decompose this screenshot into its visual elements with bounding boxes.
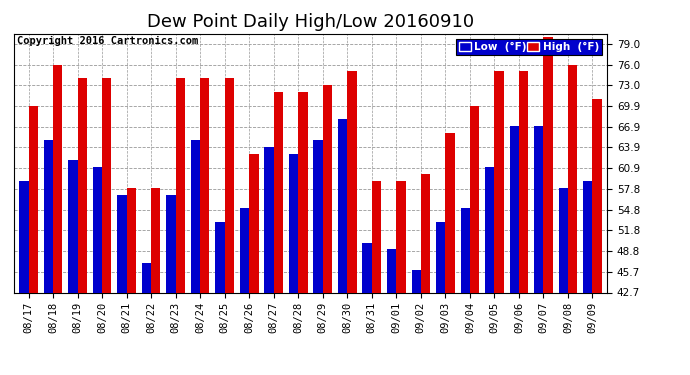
Bar bbox=[264, 147, 274, 375]
Bar bbox=[411, 270, 421, 375]
Bar bbox=[225, 78, 234, 375]
Bar bbox=[445, 133, 455, 375]
Bar bbox=[460, 208, 470, 375]
Bar bbox=[166, 195, 176, 375]
Bar bbox=[519, 71, 529, 375]
Bar bbox=[43, 140, 53, 375]
Legend: Low  (°F), High  (°F): Low (°F), High (°F) bbox=[455, 39, 602, 56]
Bar bbox=[568, 64, 578, 375]
Bar bbox=[544, 37, 553, 375]
Bar bbox=[485, 167, 495, 375]
Bar bbox=[126, 188, 136, 375]
Bar bbox=[387, 249, 396, 375]
Bar bbox=[436, 222, 445, 375]
Bar bbox=[289, 153, 298, 375]
Bar bbox=[593, 99, 602, 375]
Bar bbox=[274, 92, 283, 375]
Bar bbox=[102, 78, 111, 375]
Bar bbox=[215, 222, 225, 375]
Bar bbox=[534, 126, 544, 375]
Bar bbox=[191, 140, 200, 375]
Bar bbox=[338, 119, 347, 375]
Bar bbox=[372, 181, 381, 375]
Bar bbox=[583, 181, 593, 375]
Bar bbox=[19, 181, 28, 375]
Bar bbox=[298, 92, 308, 375]
Bar bbox=[117, 195, 126, 375]
Bar bbox=[68, 160, 77, 375]
Bar bbox=[200, 78, 210, 375]
Bar bbox=[323, 85, 332, 375]
Bar bbox=[313, 140, 323, 375]
Bar bbox=[92, 167, 102, 375]
Bar bbox=[510, 126, 519, 375]
Bar bbox=[240, 208, 249, 375]
Bar bbox=[495, 71, 504, 375]
Bar bbox=[53, 64, 62, 375]
Bar bbox=[28, 106, 38, 375]
Text: Copyright 2016 Cartronics.com: Copyright 2016 Cartronics.com bbox=[17, 36, 198, 46]
Title: Dew Point Daily High/Low 20160910: Dew Point Daily High/Low 20160910 bbox=[147, 13, 474, 31]
Bar bbox=[142, 263, 151, 375]
Bar bbox=[559, 188, 568, 375]
Bar bbox=[77, 78, 87, 375]
Bar bbox=[362, 243, 372, 375]
Bar bbox=[347, 71, 357, 375]
Bar bbox=[151, 188, 161, 375]
Bar bbox=[421, 174, 430, 375]
Bar bbox=[249, 153, 259, 375]
Bar bbox=[396, 181, 406, 375]
Bar bbox=[470, 106, 479, 375]
Bar bbox=[176, 78, 185, 375]
